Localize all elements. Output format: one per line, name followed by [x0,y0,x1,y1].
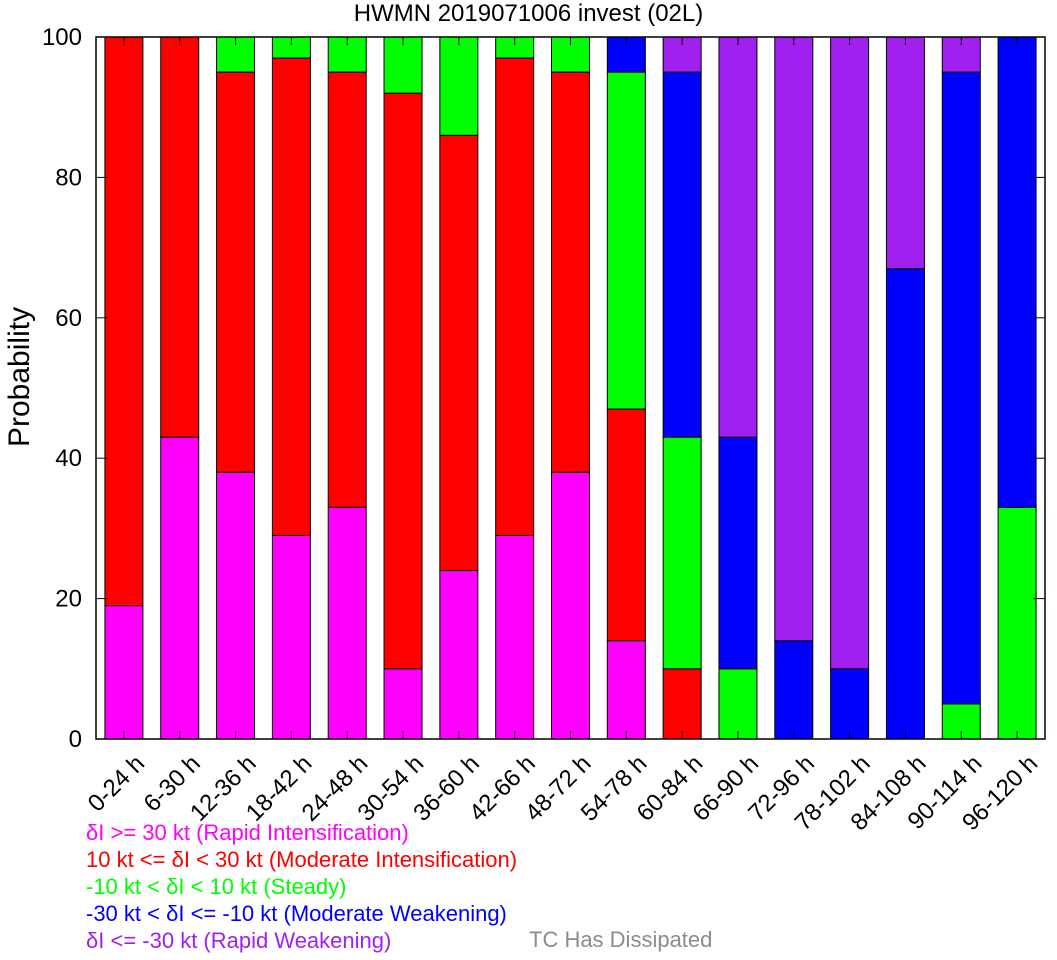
bar-segment-3-60-84h [662,436,702,670]
y-tick-labels: 0 20 40 60 80 100 [42,24,82,753]
bar-segment-5-84-108h [885,36,925,270]
bar-segment-3-54-78h [606,71,646,410]
legend-item-moderate-intensification: 10 kt <= δI < 30 kt (Moderate Intensific… [86,847,518,872]
y-tick-label: 0 [69,726,82,753]
bar-segment-3-66-90h [718,668,758,740]
bar-segment-5-66-90h [718,36,758,438]
bar-segment-2-6-30h [160,36,200,438]
axes-group [95,36,1046,740]
bar-segment-1-36-60h [439,570,479,740]
bar-segment-1-54-78h [606,640,646,740]
legend-item-rapid-intensification: δI >= 30 kt (Rapid Intensification) [86,820,409,845]
bar-segment-2-54-78h [606,408,646,642]
y-tick-label: 20 [55,586,82,613]
bar-segment-4-72-96h [774,640,814,740]
bar-segment-1-6-30h [160,436,200,740]
bar-segment-1-42-66h [495,534,535,740]
x-tick-label: 0-24 h [83,750,150,817]
bars-group [104,36,1037,740]
y-axis-label: Probability [3,306,36,447]
bar-segment-2-60-84h [662,668,702,740]
bar-segment-4-78-102h [830,668,870,740]
bar-segment-4-84-108h [885,268,925,740]
legend-item-moderate-weakening: -30 kt < δI <= -10 kt (Moderate Weakenin… [86,901,507,926]
legend-item-rapid-weakening: δI <= -30 kt (Rapid Weakening) [86,928,392,953]
y-tick-label: 40 [55,445,82,472]
bar-segment-4-96-120h [997,36,1037,508]
bar-segment-2-18-42h [271,57,311,536]
bar-segment-1-48-72h [551,471,590,740]
plot-frame [95,36,1046,740]
bar-segment-3-30-54h [383,36,423,94]
bar-segment-1-30-54h [383,668,423,740]
bar-segment-2-0-24h [104,36,144,607]
bar-segment-3-96-120h [997,506,1037,740]
y-tick-label: 100 [42,24,82,51]
bar-segment-5-72-96h [774,36,814,642]
bar-segment-2-42-66h [495,57,535,536]
bar-segment-2-48-72h [551,71,590,473]
bar-segment-4-66-90h [718,436,758,670]
bar-segment-1-24-48h [327,506,367,740]
y-tick-label: 60 [55,305,82,332]
bar-segment-2-24-48h [327,71,367,508]
y-tick-label: 80 [55,164,82,191]
bar-segment-3-36-60h [439,36,479,136]
bar-segment-2-30-54h [383,92,423,670]
bar-segment-4-60-84h [662,71,702,438]
bar-segment-5-78-102h [830,36,870,670]
bar-segment-4-90-114h [941,71,981,705]
legend-item-dissipated: TC Has Dissipated [529,927,713,952]
chart-title: HWMN 2019071006 invest (02L) [353,0,704,27]
legend-item-steady: -10 kt < δI < 10 kt (Steady) [86,874,347,899]
legend: δI >= 30 kt (Rapid Intensification) 10 k… [86,819,517,954]
bar-segment-2-12-36h [216,71,256,473]
bar-segment-1-0-24h [104,605,144,740]
bar-segment-2-36-60h [439,134,479,572]
bar-segment-1-12-36h [216,471,256,740]
bar-segment-1-18-42h [271,534,311,740]
